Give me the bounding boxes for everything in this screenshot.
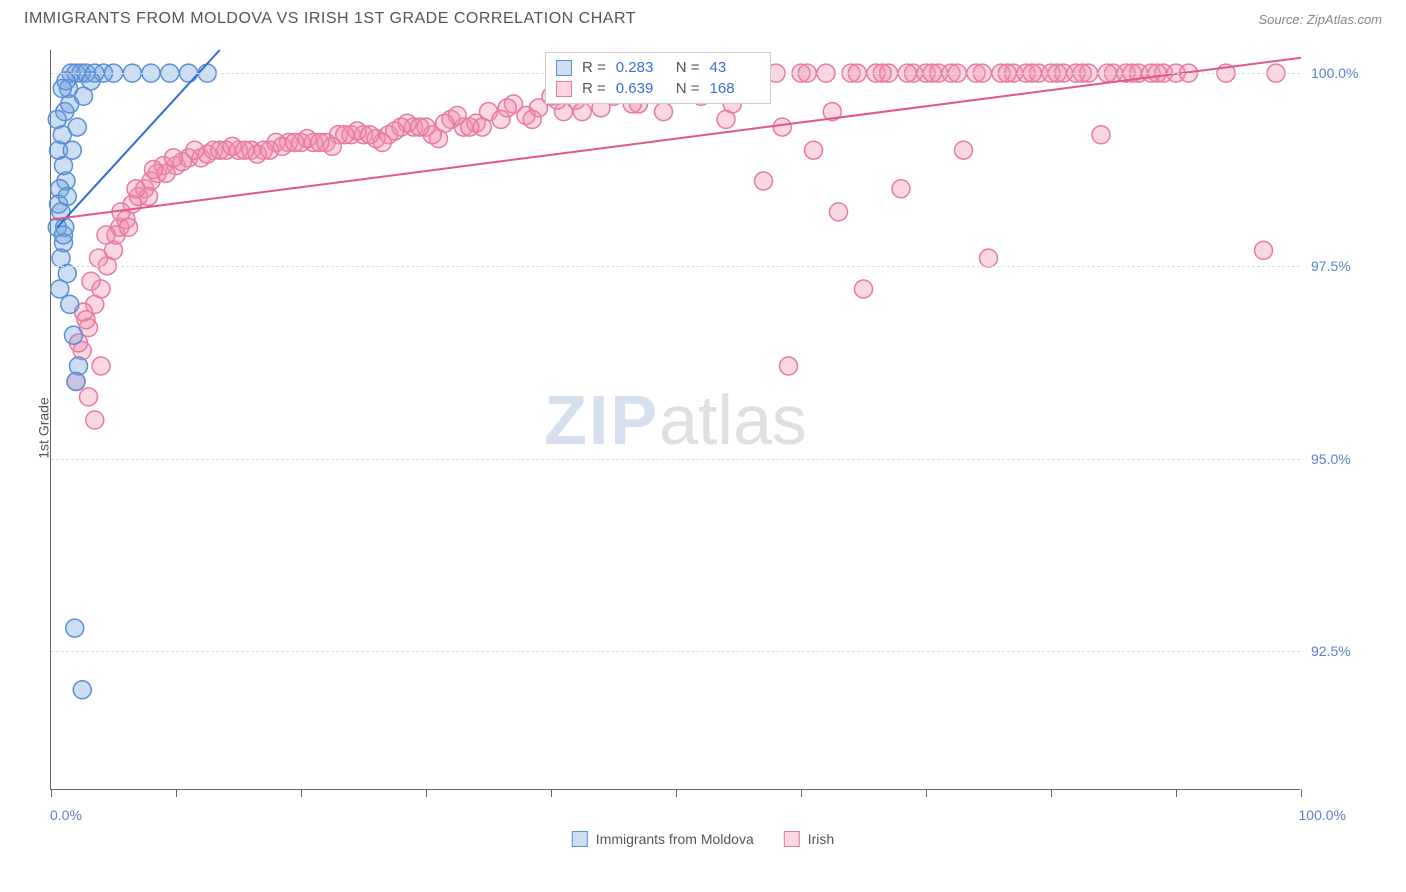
legend-label-1: Immigrants from Moldova: [596, 831, 754, 847]
ytick-label: 92.5%: [1311, 643, 1351, 659]
data-point: [336, 126, 354, 144]
n-val-1: 43: [710, 59, 760, 76]
data-point: [386, 122, 404, 140]
data-point: [361, 126, 379, 144]
data-point: [461, 118, 479, 136]
gridline: [51, 266, 1300, 267]
legend-label-2: Irish: [808, 831, 834, 847]
data-point: [236, 141, 254, 159]
legend-swatch-2: [784, 831, 800, 847]
data-point: [436, 114, 454, 132]
data-point: [311, 134, 329, 152]
data-point: [65, 326, 83, 344]
data-point: [892, 180, 910, 198]
stats-swatch-1: [556, 60, 572, 76]
data-point: [145, 160, 163, 178]
xtick: [1176, 789, 1177, 797]
xtick: [551, 789, 552, 797]
xtick: [676, 789, 677, 797]
xtick: [301, 789, 302, 797]
n-val-2: 168: [710, 80, 760, 97]
data-point: [498, 99, 516, 117]
data-point: [63, 141, 81, 159]
xtick: [1051, 789, 1052, 797]
data-point: [82, 72, 100, 90]
r-label: R =: [582, 59, 606, 76]
xtick: [801, 789, 802, 797]
ytick-label: 100.0%: [1311, 65, 1358, 81]
data-point: [127, 180, 145, 198]
data-point: [1092, 126, 1110, 144]
data-point: [68, 118, 86, 136]
stats-swatch-2: [556, 81, 572, 97]
n-label: N =: [676, 80, 700, 97]
data-point: [52, 249, 70, 267]
n-label: N =: [676, 59, 700, 76]
data-point: [55, 226, 73, 244]
legend-item-2: Irish: [784, 831, 834, 847]
data-point: [51, 280, 69, 298]
data-point: [73, 681, 91, 699]
data-point: [573, 103, 591, 121]
ytick-label: 97.5%: [1311, 258, 1351, 274]
data-point: [66, 619, 84, 637]
stats-row-2: R = 0.639 N = 168: [556, 78, 760, 99]
stats-row-1: R = 0.283 N = 43: [556, 57, 760, 78]
data-point: [97, 226, 115, 244]
data-point: [1255, 241, 1273, 259]
data-point: [261, 141, 279, 159]
data-point: [165, 149, 183, 167]
xtick: [426, 789, 427, 797]
data-point: [61, 295, 79, 313]
data-point: [980, 249, 998, 267]
data-point: [755, 172, 773, 190]
data-point: [773, 118, 791, 136]
x-axis-min-label: 0.0%: [50, 807, 82, 823]
r-label: R =: [582, 80, 606, 97]
data-point: [780, 357, 798, 375]
data-point: [286, 134, 304, 152]
x-axis-max-label: 100.0%: [1299, 807, 1346, 823]
plot-area: ZIPatlas 92.5%95.0%97.5%100.0%: [50, 50, 1300, 790]
data-point: [855, 280, 873, 298]
chart-title: IMMIGRANTS FROM MOLDOVA VS IRISH 1ST GRA…: [24, 10, 636, 28]
r-val-1: 0.283: [616, 59, 666, 76]
data-point: [523, 110, 541, 128]
data-point: [67, 372, 85, 390]
gridline: [51, 651, 1300, 652]
data-point: [82, 272, 100, 290]
xtick: [51, 789, 52, 797]
xtick: [176, 789, 177, 797]
legend-item-1: Immigrants from Moldova: [572, 831, 754, 847]
data-point: [955, 141, 973, 159]
xtick: [926, 789, 927, 797]
data-point: [92, 357, 110, 375]
data-point: [58, 187, 76, 205]
data-point: [80, 388, 98, 406]
xtick: [1301, 789, 1302, 797]
data-point: [805, 141, 823, 159]
stats-legend-box: R = 0.283 N = 43 R = 0.639 N = 168: [545, 52, 771, 104]
data-point: [53, 80, 71, 98]
source-label: Source: ZipAtlas.com: [1258, 12, 1382, 27]
data-point: [86, 411, 104, 429]
legend-swatch-1: [572, 831, 588, 847]
r-val-2: 0.639: [616, 80, 666, 97]
data-point: [830, 203, 848, 221]
legend: Immigrants from Moldova Irish: [572, 831, 834, 847]
scatter-svg: [51, 50, 1300, 789]
data-point: [211, 141, 229, 159]
data-point: [186, 141, 204, 159]
data-point: [655, 103, 673, 121]
gridline: [51, 459, 1300, 460]
data-point: [90, 249, 108, 267]
data-point: [48, 110, 66, 128]
ytick-label: 95.0%: [1311, 451, 1351, 467]
data-point: [411, 118, 429, 136]
